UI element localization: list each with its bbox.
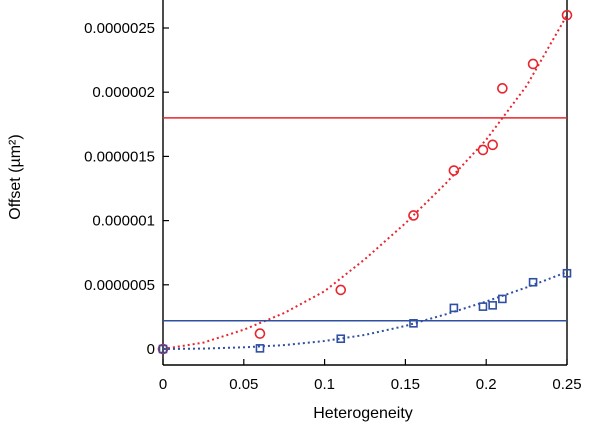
data-point-circle — [448, 165, 460, 176]
y-tick-label: 0.000002 — [92, 84, 155, 101]
data-point-circle — [157, 343, 169, 355]
x-tick-label: 0.05 — [229, 376, 258, 393]
tick-labels: 0 0.05 0.1 0.15 0.2 0.25 0 0.0000005 0.000001 0.0… — [84, 20, 582, 393]
data-point-square — [498, 294, 507, 304]
x-tick-label: 0.2 — [476, 376, 497, 393]
y-tick-label: 0.0000015 — [84, 148, 155, 165]
x-tick-label: 0 — [159, 376, 167, 393]
fit-curve-2 — [162, 271, 568, 350]
y-axis-label: Offset (µm²) — [7, 134, 24, 219]
data-point-square — [528, 277, 538, 287]
y-tick-label: 0.000001 — [92, 213, 155, 230]
data-point-square — [562, 268, 572, 278]
data-point-circle — [497, 83, 508, 94]
x-tick-label: 0.15 — [391, 376, 420, 393]
data-point-circle — [408, 210, 419, 221]
series-markers — [157, 9, 573, 355]
data-point-square — [478, 302, 488, 311]
data-point-square — [255, 344, 265, 353]
x-tick-label: 0.25 — [552, 376, 581, 393]
data-point-square — [409, 319, 418, 328]
data-point-square — [336, 334, 346, 344]
y-tick-label: 0 — [147, 341, 155, 358]
data-point-circle — [561, 9, 573, 21]
data-point-square — [158, 344, 168, 354]
y-tick-label: 0.0000025 — [84, 20, 155, 37]
data-point-circle — [254, 328, 266, 339]
x-tick-label: 0.1 — [314, 376, 335, 393]
axes — [162, 0, 568, 366]
data-point-circle — [335, 284, 347, 296]
data-point-square — [449, 303, 459, 313]
data-point-square — [488, 301, 497, 310]
data-point-circle — [527, 58, 539, 70]
y-tick-label: 0.0000005 — [84, 277, 155, 294]
series-lines — [162, 14, 568, 350]
data-point-circle — [487, 139, 498, 151]
data-point-circle — [477, 144, 489, 156]
x-axis-label: Heterogeneity — [313, 405, 413, 422]
